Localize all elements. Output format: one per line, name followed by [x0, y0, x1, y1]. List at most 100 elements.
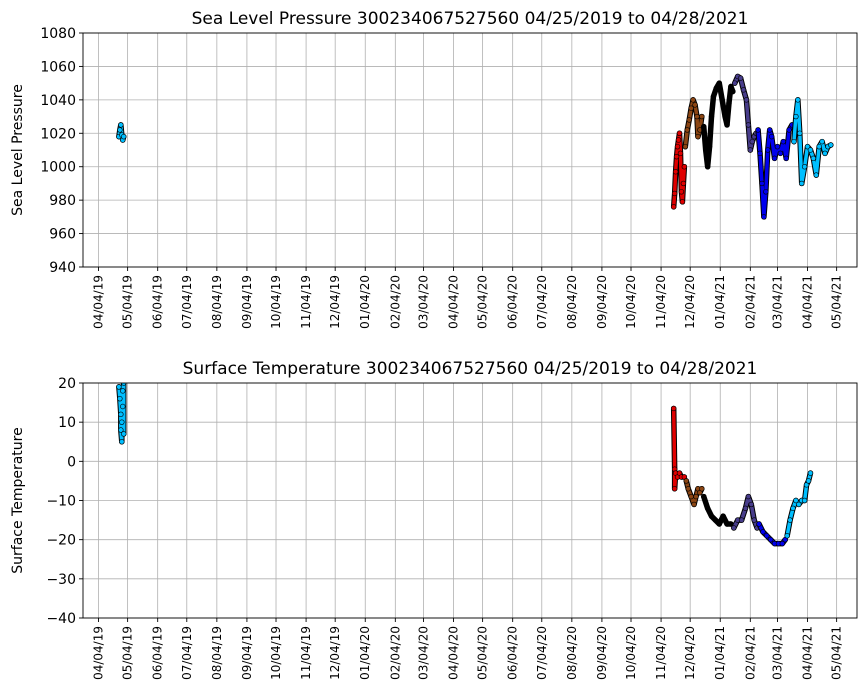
x-tick-label: 10/04/19 — [269, 626, 283, 680]
x-tick-label: 03/04/20 — [416, 275, 430, 329]
y-axis-label: Sea Level Pressure — [10, 84, 26, 216]
data-point — [747, 147, 754, 153]
x-tick-label: 08/04/20 — [565, 275, 579, 329]
data-point — [121, 431, 127, 437]
data-point — [685, 486, 691, 492]
data-point — [768, 133, 775, 140]
data-point — [759, 180, 765, 187]
series-4-line — [702, 81, 735, 169]
x-tick-label: 01/04/21 — [713, 275, 727, 329]
y-tick-label: 1000 — [40, 160, 76, 176]
data-point — [713, 85, 720, 91]
data-point — [745, 122, 752, 128]
data-point — [780, 138, 786, 145]
data-point — [694, 113, 700, 120]
data-point — [670, 405, 677, 412]
data-point — [793, 113, 799, 120]
data-point — [828, 142, 834, 148]
data-point — [771, 155, 778, 162]
data-point — [756, 521, 762, 527]
data-point — [675, 137, 682, 143]
data-point — [683, 478, 689, 484]
data-point — [774, 143, 781, 150]
data-point — [672, 169, 679, 175]
data-point — [708, 513, 715, 519]
x-tick-label: 02/04/21 — [743, 275, 757, 329]
x-tick-label: 11/04/19 — [299, 275, 313, 329]
data-point — [745, 493, 752, 500]
data-point — [119, 419, 125, 425]
data-point — [117, 127, 123, 133]
y-tick-label: −40 — [46, 611, 76, 627]
data-point — [737, 75, 744, 81]
data-point — [120, 388, 126, 394]
x-tick-label: 01/04/20 — [358, 275, 372, 329]
data-point — [797, 130, 803, 136]
data-point — [767, 127, 773, 133]
data-point — [674, 143, 681, 150]
y-tick-label: 0 — [67, 454, 76, 470]
x-tick-label: 08/04/20 — [565, 626, 579, 680]
data-point — [695, 133, 701, 140]
x-tick-label: 04/04/21 — [801, 275, 815, 329]
data-point — [702, 147, 709, 153]
x-tick-label: 07/04/20 — [535, 275, 549, 329]
data-point — [791, 138, 797, 145]
series-2-line — [671, 131, 687, 209]
x-tick-label: 07/04/20 — [535, 626, 549, 680]
x-tick-label: 11/04/20 — [654, 626, 668, 680]
data-point — [816, 143, 822, 150]
x-tick-label: 04/04/19 — [92, 626, 106, 680]
data-point — [740, 87, 747, 93]
data-point — [719, 97, 725, 103]
x-tick-label: 10/04/20 — [624, 626, 638, 680]
data-point — [670, 204, 677, 210]
x-tick-label: 04/04/21 — [801, 626, 815, 680]
x-tick-label: 06/04/20 — [506, 626, 520, 680]
y-tick-label: −20 — [46, 533, 76, 549]
data-point — [786, 127, 792, 133]
y-tick-label: −30 — [46, 572, 76, 588]
data-point — [684, 127, 690, 133]
data-point — [765, 147, 771, 153]
x-tick-label: 06/04/19 — [151, 626, 165, 680]
chart-title: Surface Temperature 300234067527560 04/2… — [183, 359, 758, 379]
x-tick-label: 09/04/20 — [595, 275, 609, 329]
x-tick-label: 01/04/20 — [358, 626, 372, 680]
data-point — [693, 493, 699, 500]
plot-frame — [82, 32, 858, 268]
data-point — [790, 505, 796, 512]
y-axis-label: Surface Temperature — [10, 427, 26, 573]
data-point — [760, 529, 766, 535]
data-point — [749, 138, 755, 145]
x-tick-label: 02/04/20 — [388, 275, 402, 329]
x-tick-label: 03/04/20 — [416, 626, 430, 680]
x-tick-label: 12/04/19 — [328, 275, 342, 329]
y-tick-label: 10 — [58, 415, 76, 431]
data-point — [706, 143, 713, 150]
data-point — [119, 439, 125, 445]
data-point — [120, 403, 126, 410]
x-tick-label: 05/04/19 — [121, 626, 135, 680]
x-tick-label: 04/04/19 — [92, 275, 106, 329]
series-7-line — [792, 98, 833, 186]
data-point — [763, 189, 769, 195]
y-tick-label: 980 — [49, 193, 76, 209]
y-tick-label: 940 — [49, 260, 76, 276]
data-point — [720, 513, 726, 519]
data-point — [757, 150, 763, 157]
x-tick-label: 04/04/20 — [447, 275, 461, 329]
x-tick-label: 11/04/20 — [654, 275, 668, 329]
x-tick-label: 07/04/19 — [180, 275, 194, 329]
y-tick-label: 20 — [58, 376, 76, 392]
data-point — [117, 395, 123, 402]
x-tick-label: 09/04/20 — [595, 626, 609, 680]
data-point — [712, 517, 719, 523]
data-point — [813, 172, 819, 178]
data-point — [822, 150, 828, 157]
data-point — [724, 122, 730, 128]
data-point — [678, 189, 685, 195]
data-point — [751, 517, 757, 523]
data-point — [688, 105, 694, 111]
x-tick-label: 09/04/19 — [240, 275, 254, 329]
